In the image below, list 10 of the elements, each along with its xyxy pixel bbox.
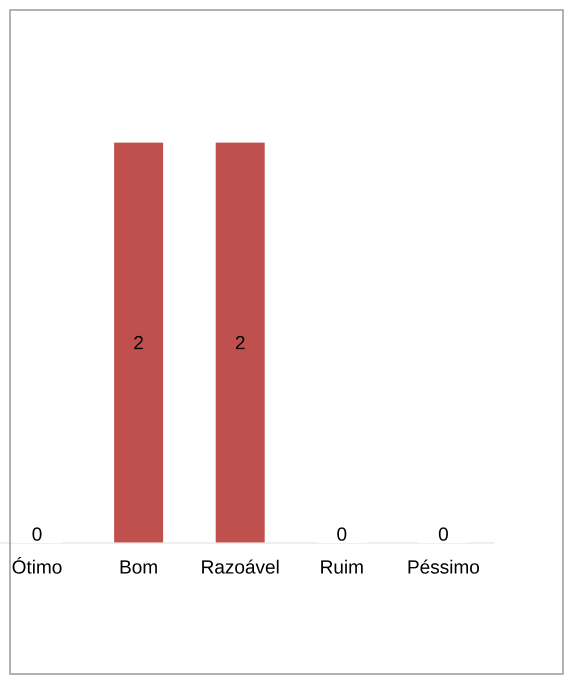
data-label: 0: [32, 527, 42, 541]
data-label: 2: [134, 336, 143, 350]
x-tick-label: Ruim: [321, 560, 363, 574]
x-tick-label: Péssimo: [408, 560, 480, 574]
x-tick-label: Razoável: [202, 560, 279, 574]
x-tick-label: Ótimo: [12, 557, 62, 574]
data-label: 0: [337, 527, 346, 541]
data-label: 0: [438, 527, 448, 541]
x-tick-label: Bom: [120, 560, 157, 574]
data-label: 2: [236, 336, 245, 350]
